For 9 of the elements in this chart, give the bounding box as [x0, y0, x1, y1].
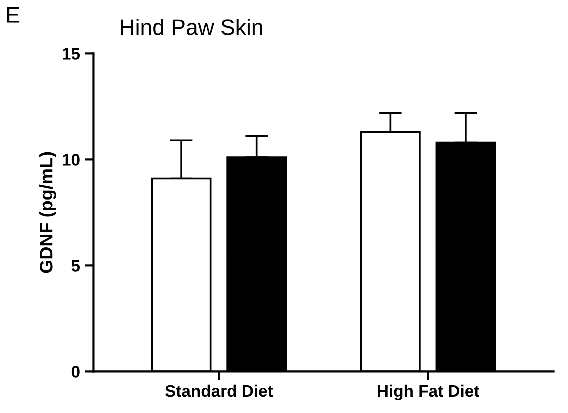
chart-title: Hind Paw Skin [121, 19, 262, 36]
y-tick-label: 15 [63, 48, 80, 60]
x-tick-label: High Fat Diet [378, 384, 480, 401]
y-tick-label: 5 [72, 260, 80, 272]
y-axis-title: GDNF (pg/mL) [40, 152, 56, 274]
y-tick-label: 0 [72, 366, 80, 378]
text: E [8, 7, 20, 23]
y-tick-label: 10 [63, 154, 80, 166]
x-tick-label: Standard Diet [166, 384, 274, 398]
